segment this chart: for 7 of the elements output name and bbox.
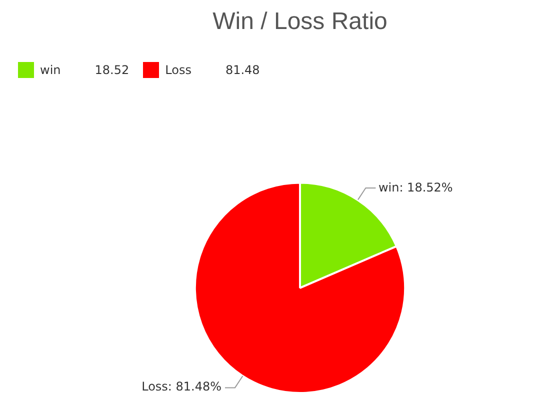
legend-label: win: [40, 63, 61, 77]
text: 18.52: [94, 63, 130, 77]
data-label: win: 18.52%: [378, 180, 453, 195]
text: 81.48: [225, 63, 260, 77]
chart-title: Win / Loss Ratio: [212, 8, 388, 36]
data-label: Loss: 81.48%: [142, 380, 222, 394]
legend-label: Loss: [165, 63, 192, 77]
